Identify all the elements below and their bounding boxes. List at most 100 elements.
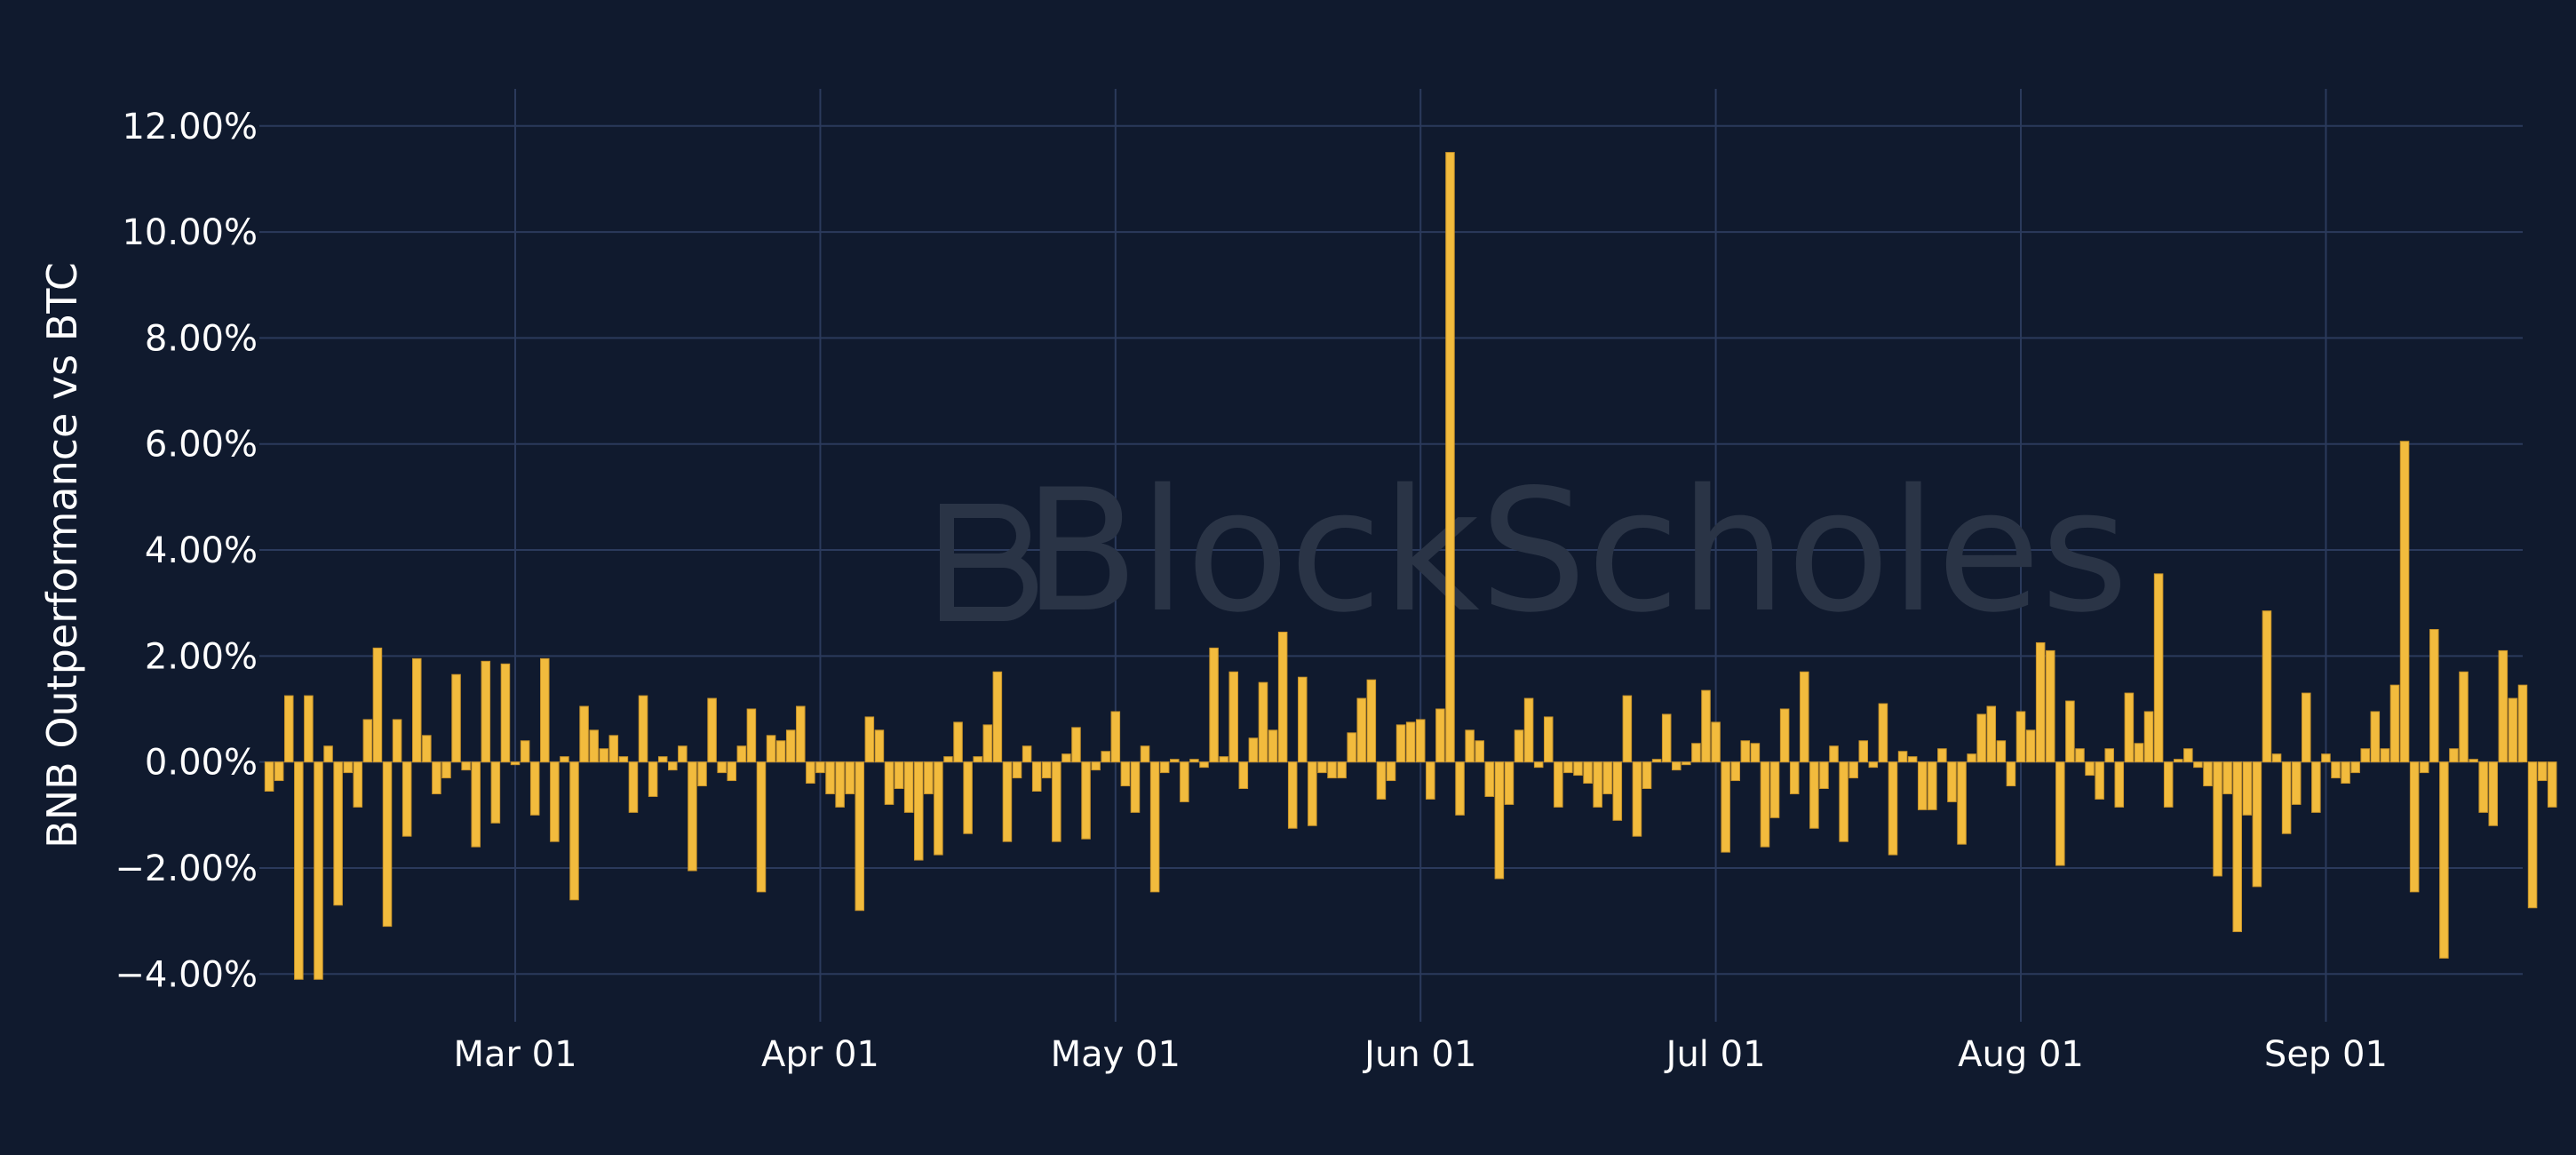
bar <box>717 761 727 774</box>
bar <box>1248 737 1259 763</box>
bar <box>589 729 599 763</box>
bar <box>2183 748 2193 763</box>
bar <box>1022 745 1032 763</box>
bar <box>2498 649 2508 763</box>
bar <box>2439 761 2449 959</box>
bar <box>1563 761 1573 774</box>
bar <box>1878 703 1888 763</box>
y-tick-label: 8.00% <box>145 318 258 359</box>
bar <box>1682 761 1691 766</box>
y-tick-label: 4.00% <box>145 530 258 571</box>
bar <box>1298 676 1308 763</box>
bar <box>707 697 717 763</box>
bar <box>1415 719 1426 763</box>
bar <box>746 708 757 763</box>
bar <box>1928 761 1937 810</box>
y-axis-title: BNB Outperformance vs BTC <box>38 262 86 848</box>
bar <box>1602 761 1612 794</box>
bar <box>2262 610 2272 763</box>
bar <box>1219 756 1228 763</box>
bar <box>1967 753 1976 763</box>
bar <box>2527 761 2538 909</box>
bar <box>362 719 373 763</box>
bar-series <box>264 152 2557 980</box>
bar <box>441 761 451 779</box>
bar <box>806 761 815 785</box>
y-tick-label: 0.00% <box>145 743 258 784</box>
bar <box>274 761 284 782</box>
bar <box>481 660 491 763</box>
bar <box>294 761 304 980</box>
bar <box>1356 697 1367 763</box>
bar <box>2331 761 2341 779</box>
bar <box>2389 684 2400 763</box>
bar <box>1405 721 1416 763</box>
bar <box>2469 759 2478 763</box>
bar <box>461 761 471 771</box>
bar <box>1002 761 1013 842</box>
bar <box>599 748 609 763</box>
bar <box>943 756 953 763</box>
bar <box>1189 759 1199 763</box>
bar <box>2281 761 2292 834</box>
bar <box>1829 745 1839 763</box>
bar <box>353 761 363 808</box>
bar <box>372 647 383 763</box>
bar <box>1061 753 1071 763</box>
bar <box>1769 761 1780 818</box>
bar <box>924 761 934 794</box>
bar <box>1651 759 1662 763</box>
bar <box>1711 721 1721 763</box>
bar <box>2075 748 2085 763</box>
bar <box>2429 629 2439 763</box>
bar <box>1868 761 1879 769</box>
bar <box>411 657 422 763</box>
bar <box>2134 743 2144 763</box>
bar <box>953 721 963 763</box>
bar <box>2015 711 2026 763</box>
bar <box>2547 761 2557 808</box>
bar <box>1170 759 1180 763</box>
bar <box>2488 761 2499 826</box>
bar <box>1917 761 1928 810</box>
y-tick-label: −2.00% <box>115 848 258 889</box>
bar <box>855 761 865 912</box>
bar <box>1760 761 1770 848</box>
bar <box>1347 732 1356 763</box>
y-tick-label: −4.00% <box>115 954 258 995</box>
x-axis-ticks: Mar 01 Apr 01 May 01 Jun 01 Jul 01 Aug 01 Sep … <box>453 1034 2387 1075</box>
bar <box>1317 761 1327 774</box>
bar <box>392 719 402 763</box>
bar <box>1523 697 1534 763</box>
bar <box>323 745 333 763</box>
bar <box>422 735 432 763</box>
bar <box>2006 761 2016 787</box>
bar <box>2065 700 2075 763</box>
bar <box>638 695 648 763</box>
bar <box>1386 761 1396 782</box>
bar <box>314 761 323 980</box>
y-tick-label: 2.00% <box>145 636 258 677</box>
bar <box>1672 761 1682 771</box>
bar <box>1101 751 1110 763</box>
bar <box>1268 729 1278 763</box>
bar <box>2517 684 2528 763</box>
bar <box>766 735 776 763</box>
bar <box>657 756 668 763</box>
bar <box>678 745 688 763</box>
bar <box>1533 761 1544 769</box>
bar <box>2350 761 2360 774</box>
bar <box>540 657 550 763</box>
bar <box>1258 681 1268 763</box>
bar <box>1012 761 1022 779</box>
bar <box>1435 708 1445 763</box>
bar <box>727 761 737 782</box>
bar <box>1140 745 1150 763</box>
bar <box>992 671 1003 763</box>
bar <box>2232 761 2242 933</box>
bar <box>1180 761 1189 802</box>
bar <box>402 761 412 837</box>
bar <box>2252 761 2262 888</box>
bar <box>1701 689 1711 763</box>
bar <box>1957 761 1967 845</box>
